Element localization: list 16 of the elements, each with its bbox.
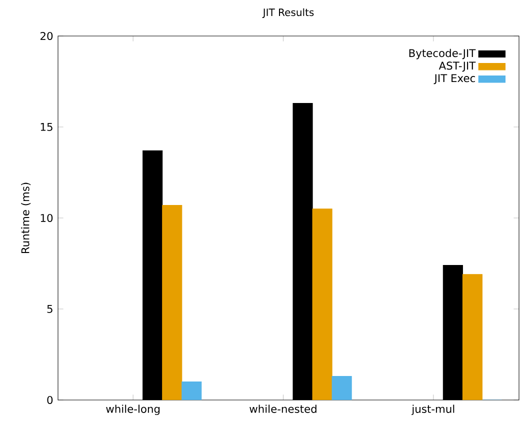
bar xyxy=(312,208,332,400)
y-axis-title: Runtime (ms) xyxy=(21,182,31,254)
x-tick-label: while-nested xyxy=(250,404,316,413)
y-tick-label: 0 xyxy=(47,396,53,404)
chart-title: JIT Results xyxy=(262,8,314,18)
legend-label: Bytecode-JIT xyxy=(409,48,476,60)
y-tick-label: 5 xyxy=(47,305,52,313)
y-tick-label: 15 xyxy=(40,123,52,131)
y-tick-label: 20 xyxy=(40,32,53,40)
bar xyxy=(462,274,482,400)
legend-label: JIT Exec xyxy=(434,74,475,84)
y-tick-label: 10 xyxy=(40,214,53,222)
x-tick-label: while-long xyxy=(106,404,160,416)
bar xyxy=(162,204,182,400)
x-tick-label: just-mul xyxy=(412,404,454,416)
legend-label: AST-JIT xyxy=(438,62,476,72)
